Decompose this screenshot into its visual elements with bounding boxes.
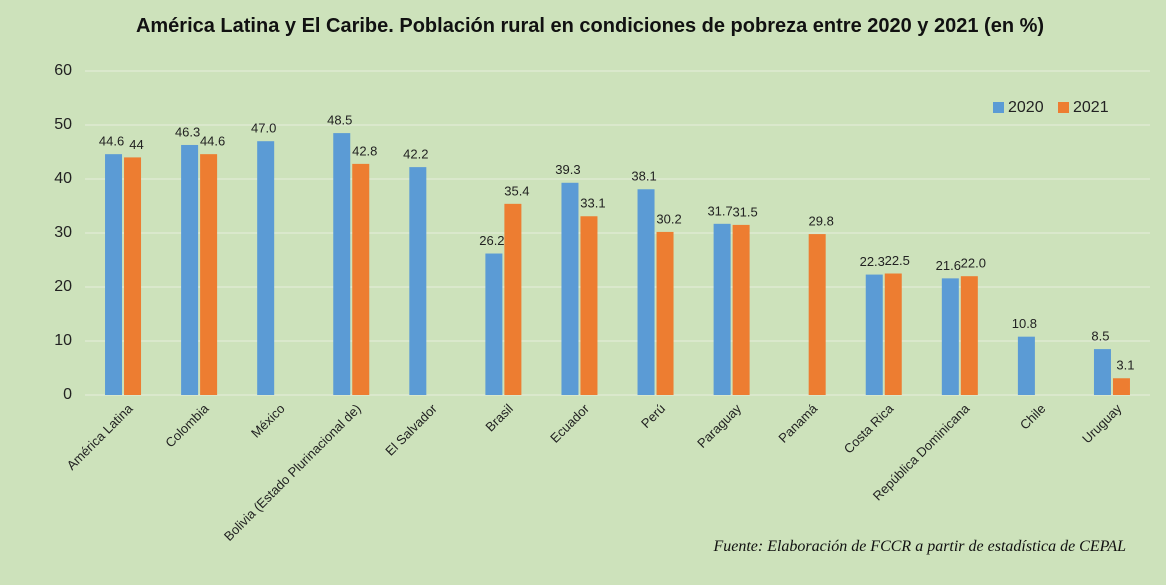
bar bbox=[409, 167, 427, 395]
bar bbox=[561, 182, 579, 395]
value-label: 8.5 bbox=[1091, 329, 1109, 344]
x-tick-label: América Latina bbox=[64, 400, 136, 472]
bar bbox=[808, 234, 826, 395]
x-tick-label: Chile bbox=[1017, 401, 1049, 433]
bar bbox=[485, 253, 503, 395]
bar bbox=[713, 223, 731, 395]
y-tick-label: 50 bbox=[54, 116, 72, 133]
bar bbox=[352, 163, 370, 395]
bar bbox=[732, 224, 750, 395]
value-label: 22.3 bbox=[860, 254, 885, 269]
bar bbox=[181, 144, 199, 395]
bar bbox=[580, 216, 598, 395]
bar bbox=[960, 276, 978, 395]
value-label: 44.6 bbox=[200, 134, 225, 149]
y-tick-label: 60 bbox=[54, 62, 72, 79]
value-label: 44 bbox=[129, 137, 143, 152]
value-label: 46.3 bbox=[175, 124, 200, 139]
bar bbox=[1017, 336, 1035, 395]
legend-swatch bbox=[993, 102, 1004, 113]
x-tick-label: Perú bbox=[638, 401, 668, 431]
value-label: 42.8 bbox=[352, 143, 377, 158]
bar bbox=[941, 278, 959, 395]
legend-label: 2020 bbox=[1008, 99, 1044, 116]
bar bbox=[105, 154, 123, 395]
value-label: 44.6 bbox=[99, 134, 124, 149]
bar bbox=[200, 154, 218, 395]
value-label: 3.1 bbox=[1116, 358, 1134, 373]
value-label: 21.6 bbox=[936, 258, 961, 273]
x-tick-label: Panamá bbox=[775, 400, 820, 445]
bar bbox=[865, 274, 883, 395]
bar bbox=[257, 141, 275, 395]
bar bbox=[504, 203, 522, 395]
bar bbox=[637, 189, 655, 395]
bar bbox=[1093, 349, 1111, 395]
y-tick-label: 40 bbox=[54, 170, 72, 187]
bar bbox=[1112, 378, 1130, 395]
bar bbox=[884, 273, 902, 395]
value-label: 35.4 bbox=[504, 183, 529, 198]
x-tick-label: Brasil bbox=[482, 401, 516, 435]
value-label: 30.2 bbox=[656, 211, 681, 226]
y-tick-label: 10 bbox=[54, 332, 72, 349]
legend-swatch bbox=[1058, 102, 1069, 113]
y-tick-label: 20 bbox=[54, 278, 72, 295]
value-label: 42.2 bbox=[403, 147, 428, 162]
value-label: 10.8 bbox=[1012, 316, 1037, 331]
x-tick-label: Paraguay bbox=[694, 401, 744, 451]
x-tick-label: Colombia bbox=[162, 400, 212, 450]
value-label: 22.0 bbox=[961, 256, 986, 271]
value-label: 33.1 bbox=[580, 196, 605, 211]
x-tick-label: Uruguay bbox=[1079, 401, 1125, 447]
value-label: 22.5 bbox=[885, 253, 910, 268]
x-tick-label: Bolivia (Estado Plurinacional de) bbox=[221, 401, 364, 544]
x-tick-label: El Salvador bbox=[382, 400, 440, 458]
value-label: 29.8 bbox=[809, 214, 834, 229]
value-label: 26.2 bbox=[479, 233, 504, 248]
value-label: 31.7 bbox=[707, 203, 732, 218]
legend-label: 2021 bbox=[1073, 99, 1109, 116]
value-label: 38.1 bbox=[631, 169, 656, 184]
x-tick-label: México bbox=[248, 401, 288, 441]
x-tick-label: Costa Rica bbox=[841, 400, 897, 456]
x-tick-label: Ecuador bbox=[547, 400, 592, 445]
y-tick-label: 0 bbox=[63, 386, 72, 403]
value-label: 39.3 bbox=[555, 162, 580, 177]
y-tick-label: 30 bbox=[54, 224, 72, 241]
value-label: 31.5 bbox=[732, 204, 757, 219]
value-label: 48.5 bbox=[327, 113, 352, 128]
bar bbox=[656, 231, 674, 395]
chart-title: América Latina y El Caribe. Población ru… bbox=[135, 15, 1045, 37]
source-note: Fuente: Elaboración de FCCR a partir de … bbox=[713, 538, 1126, 555]
value-label: 47.0 bbox=[251, 121, 276, 136]
bar bbox=[333, 133, 351, 395]
bar bbox=[124, 157, 142, 395]
